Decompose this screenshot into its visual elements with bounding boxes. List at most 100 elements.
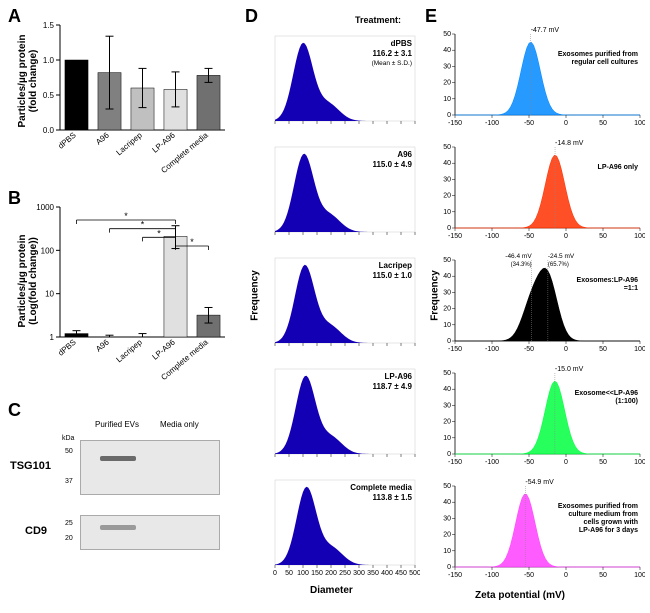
svg-text:50: 50 [443,144,451,151]
panel-e-xlabel: Zeta potential (mV) [475,590,565,601]
svg-text:0: 0 [447,564,451,571]
panel-c-kda: kDa [62,435,74,442]
panel-d-header: Treatment: [355,15,401,25]
svg-text:200: 200 [325,570,337,577]
svg-text:LP-A96: LP-A96 [151,337,178,361]
panel-c-col2: Media only [160,420,199,429]
svg-text:Exosomes purified from: Exosomes purified from [558,51,638,58]
svg-text:1.0: 1.0 [43,56,55,65]
panel-b-chart: 1101001000dPBSA96LacripepLP-A96Complete … [25,202,230,392]
svg-text:0: 0 [447,451,451,458]
panel-c-50: 50 [65,448,73,455]
svg-text:10: 10 [45,290,54,299]
svg-text:Exosomes purified from: Exosomes purified from [558,503,638,510]
svg-text:*: * [141,220,145,230]
western-cd9-box [80,515,220,550]
svg-text:150: 150 [311,570,323,577]
svg-text:A96: A96 [94,130,111,146]
svg-text:20: 20 [443,193,451,200]
svg-text:-50: -50 [524,233,534,240]
svg-text:0: 0 [564,346,568,353]
svg-text:LP-A96 for 3 days: LP-A96 for 3 days [579,527,638,534]
svg-text:0: 0 [564,120,568,127]
svg-text:1.5: 1.5 [43,21,55,30]
svg-text:Complete media: Complete media [350,483,412,492]
svg-text:-100: -100 [485,346,499,353]
svg-text:50: 50 [599,346,607,353]
svg-text:30: 30 [443,515,451,522]
svg-text:116.2 ± 3.1: 116.2 ± 3.1 [372,49,412,58]
panel-e-ylabel: Frequency [430,266,441,326]
svg-text:-46.4 mV: -46.4 mV [505,253,532,260]
svg-text:culture medium from: culture medium from [568,511,638,518]
svg-text:100: 100 [297,570,309,577]
svg-text:50: 50 [443,31,451,38]
western-cd9-band [100,525,136,530]
svg-text:0: 0 [564,233,568,240]
svg-text:100: 100 [634,346,645,353]
svg-text:115.0 ± 4.9: 115.0 ± 4.9 [372,160,412,169]
svg-text:10: 10 [443,548,451,555]
svg-text:20: 20 [443,306,451,313]
svg-text:50: 50 [599,572,607,579]
svg-text:1000: 1000 [36,203,54,212]
svg-text:-100: -100 [485,459,499,466]
svg-text:20: 20 [443,532,451,539]
svg-text:50: 50 [599,120,607,127]
svg-text:1: 1 [50,333,55,342]
svg-text:Lacripep: Lacripep [114,337,144,364]
svg-text:30: 30 [443,289,451,296]
svg-text:20: 20 [443,419,451,426]
svg-text:-50: -50 [524,346,534,353]
svg-text:100: 100 [41,246,55,255]
svg-text:113.8 ± 1.5: 113.8 ± 1.5 [372,493,412,502]
svg-text:250: 250 [339,570,351,577]
svg-text:50: 50 [599,233,607,240]
svg-text:10: 10 [443,209,451,216]
svg-text:dPBS: dPBS [56,131,77,151]
svg-text:A96: A96 [94,337,111,353]
svg-text:-50: -50 [524,572,534,579]
svg-text:(1:100): (1:100) [615,398,638,405]
svg-text:-14.8 mV: -14.8 mV [555,140,584,147]
svg-text:Lacripep: Lacripep [114,130,144,157]
svg-text:(65.7%): (65.7%) [548,262,569,268]
panel-d-ylabel: Frequency [250,266,261,326]
svg-text:LP-A96 only: LP-A96 only [598,164,639,171]
svg-text:10: 10 [443,435,451,442]
svg-text:-150: -150 [448,572,462,579]
svg-text:Exosome<<LP-A96: Exosome<<LP-A96 [575,390,639,397]
svg-text:450: 450 [395,570,407,577]
svg-text:0.0: 0.0 [43,126,55,135]
western-tsg101-box [80,440,220,495]
svg-text:0: 0 [564,459,568,466]
svg-text:-100: -100 [485,120,499,127]
svg-text:0: 0 [447,225,451,232]
western-tsg101-band [100,456,136,461]
panel-c-20: 20 [65,535,73,542]
panel-a-ylabel: Particles/µg protein(fold change) [17,31,39,131]
svg-text:-15.0 mV: -15.0 mV [555,366,584,373]
svg-text:0: 0 [447,112,451,119]
svg-text:-50: -50 [524,459,534,466]
svg-text:-150: -150 [448,233,462,240]
svg-text:-150: -150 [448,120,462,127]
svg-text:400: 400 [381,570,393,577]
svg-text:*: * [124,211,128,221]
panel-d-xlabel: Diameter [310,585,353,596]
svg-text:350: 350 [367,570,379,577]
svg-text:40: 40 [443,386,451,393]
svg-text:(Mean ± S.D.): (Mean ± S.D.) [372,60,412,67]
svg-text:10: 10 [443,322,451,329]
svg-text:cells grown with: cells grown with [584,519,638,526]
svg-text:50: 50 [285,570,293,577]
svg-text:100: 100 [634,459,645,466]
panel-d-charts: dPBS116.2 ± 3.1(Mean ± S.D.)A96115.0 ± 4… [260,28,420,583]
svg-text:40: 40 [443,160,451,167]
svg-text:0.5: 0.5 [43,91,55,100]
svg-text:50: 50 [443,370,451,377]
svg-text:10: 10 [443,96,451,103]
svg-text:0: 0 [564,572,568,579]
svg-text:-50: -50 [524,120,534,127]
svg-text:40: 40 [443,499,451,506]
